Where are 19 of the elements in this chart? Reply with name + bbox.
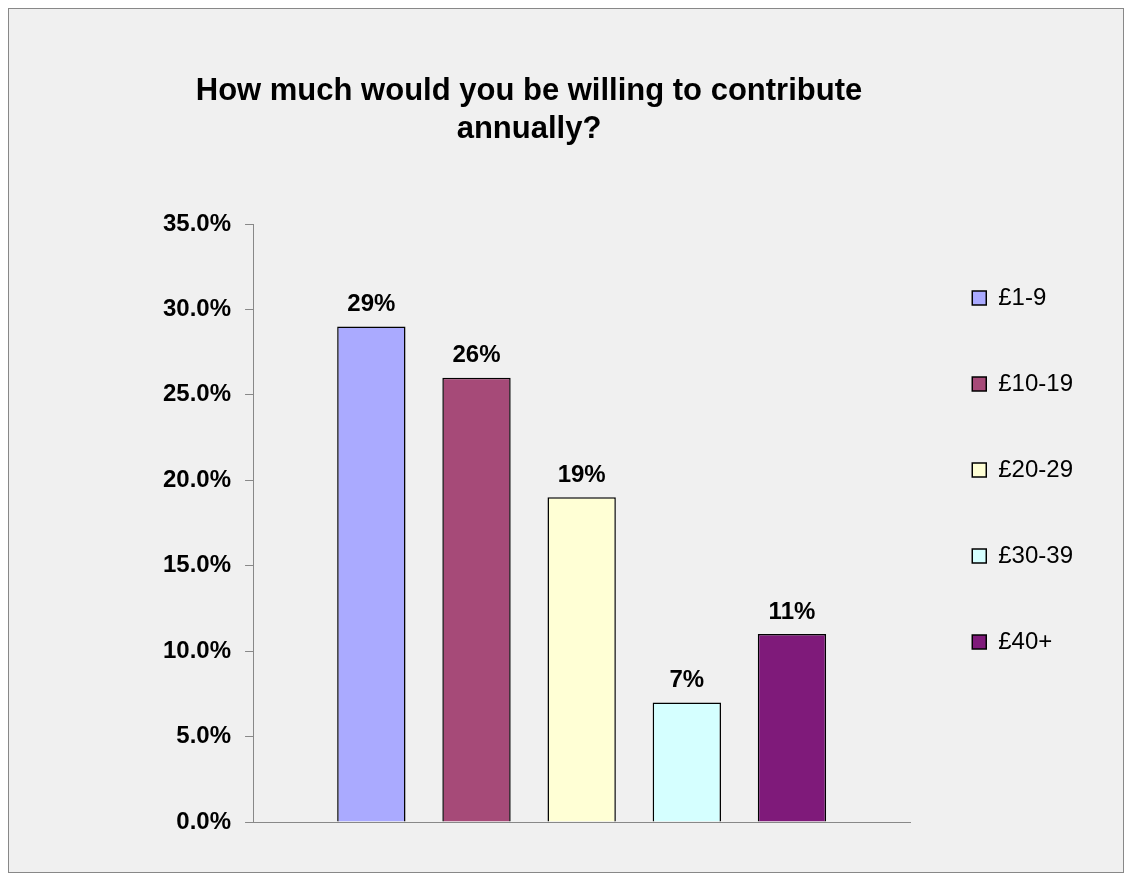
data-label: 7%: [669, 665, 705, 693]
y-tick-label: 0.0%: [176, 806, 232, 834]
legend-label: £40+: [998, 626, 1053, 654]
data-label: 11%: [768, 596, 816, 624]
legend-label: £30-39: [998, 540, 1073, 568]
y-tick-label: 20.0%: [162, 464, 232, 492]
data-label: 26%: [452, 340, 501, 368]
y-tick-label: 15.0%: [162, 550, 232, 578]
data-label: 29%: [347, 289, 396, 317]
data-label: 19%: [557, 460, 606, 487]
legend-label: £20-29: [998, 454, 1073, 482]
y-tick-label: 30.0%: [162, 294, 232, 322]
y-tick-label: 5.0%: [176, 721, 232, 749]
y-tick-label: 35.0%: [162, 208, 232, 236]
y-tick-label: 10.0%: [162, 635, 232, 663]
legend-label: £10-19: [998, 368, 1073, 396]
legend-label: £1-9: [998, 282, 1047, 310]
y-tick-label: 25.0%: [162, 379, 232, 407]
chart-title: How much would you be willing to contribute annually?: [194, 71, 864, 147]
